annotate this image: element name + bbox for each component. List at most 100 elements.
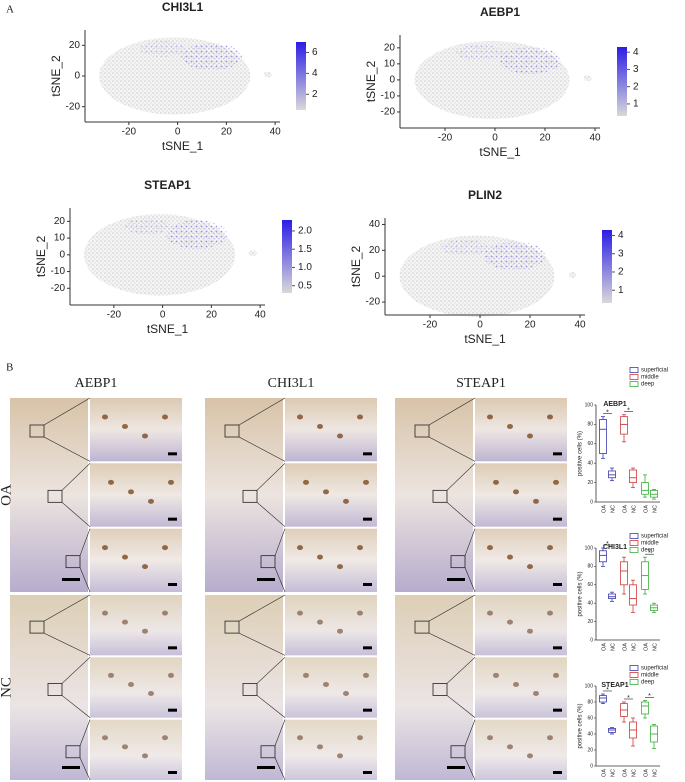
stained-cell — [297, 610, 303, 616]
stained-cell — [493, 479, 499, 485]
zoom-line — [256, 695, 286, 718]
x-tick-label: NC — [652, 769, 658, 777]
y-tick-label: 60 — [587, 441, 593, 447]
y-tick-label: 80 — [587, 699, 593, 705]
significance-label: * — [606, 409, 609, 416]
gene-title: CHI3L1 — [268, 376, 315, 391]
tissue-zoom — [285, 657, 377, 718]
stained-cell — [547, 610, 553, 616]
zoom-line — [464, 719, 476, 746]
scale-bar — [257, 578, 275, 581]
x-tick-label: 0 — [477, 320, 483, 331]
y-tick-label: -20 — [381, 107, 396, 118]
x-tick-label: 20 — [206, 310, 218, 321]
y-tick-label: 20 — [587, 619, 593, 625]
zoom-line — [43, 632, 91, 656]
x-tick-label: OA — [601, 505, 607, 513]
stained-cell — [122, 744, 128, 750]
stained-cell — [168, 479, 174, 485]
stained-cell — [162, 610, 168, 616]
stained-cell — [317, 554, 323, 560]
zoom-line — [274, 528, 286, 556]
zoom-line — [238, 436, 286, 462]
significance-label: * — [606, 541, 609, 548]
gene-title: STEAP1 — [456, 376, 506, 391]
legend-swatch — [629, 665, 639, 671]
tissue-image — [205, 398, 283, 592]
stained-cell — [162, 735, 168, 741]
stained-cell — [363, 479, 369, 485]
tissue-image — [395, 595, 473, 780]
stained-cell — [507, 744, 513, 750]
x-tick-label: NC — [631, 643, 637, 651]
zoom-line — [79, 719, 91, 746]
tissue-zoom — [285, 719, 377, 780]
stained-cell — [162, 414, 168, 420]
zoom-box — [450, 555, 466, 569]
legend-swatch — [629, 679, 639, 685]
legend-label: middle — [641, 375, 659, 381]
zoom-box — [65, 555, 81, 569]
tissue-image — [10, 398, 88, 592]
colorbar-tick-label: 3 — [618, 248, 624, 259]
zoom-line — [61, 463, 91, 491]
legend-swatch — [629, 533, 639, 539]
scale-bar — [447, 578, 465, 581]
zoom-line — [428, 594, 476, 622]
y-tick-label: 20 — [54, 216, 66, 227]
stained-cell — [553, 479, 559, 485]
stained-cell — [357, 414, 363, 420]
stained-cell — [547, 414, 553, 420]
zoom-line — [238, 632, 286, 656]
tissue-zoom — [90, 595, 182, 656]
zoom-box — [47, 683, 63, 696]
zoom-line — [464, 757, 476, 781]
stained-cell — [108, 672, 114, 678]
stained-cell — [297, 545, 303, 551]
colorbar-tick-label: 4 — [633, 47, 639, 58]
stained-cell — [337, 433, 343, 439]
scale-bar — [363, 517, 372, 521]
y-tick-label: 0 — [374, 271, 380, 282]
zoom-line — [256, 657, 286, 684]
legend-label: middle — [641, 541, 659, 547]
scale-bar — [62, 578, 80, 581]
zoom-line — [428, 397, 476, 426]
y-tick-label: 40 — [587, 601, 593, 607]
stained-cell — [168, 672, 174, 678]
stained-cell — [507, 554, 513, 560]
stained-cell — [122, 619, 128, 625]
scale-bar — [553, 708, 562, 712]
colorbar — [617, 47, 627, 116]
panel-label: B — [6, 362, 13, 374]
colorbar-tick-label: 0.5 — [298, 280, 312, 291]
x-tick-label: 40 — [270, 127, 282, 138]
scale-bar — [363, 452, 372, 456]
x-tick-label: 40 — [255, 310, 267, 321]
zoom-box — [242, 683, 258, 696]
stained-cell — [317, 744, 323, 750]
expression-patch — [181, 43, 242, 71]
cell-cluster — [568, 271, 577, 278]
stained-cell — [142, 753, 148, 759]
expression-patch — [124, 218, 171, 235]
tissue-zoom — [285, 595, 377, 656]
stained-cell — [513, 681, 519, 687]
tissue-zoom — [475, 719, 567, 780]
tissue-image — [395, 398, 473, 592]
y-tick-label: -20 — [366, 297, 381, 308]
stained-cell — [128, 489, 134, 495]
x-tick-label: NC — [610, 643, 616, 651]
scale-bar — [553, 517, 562, 521]
x-tick-label: NC — [652, 643, 658, 651]
expression-patch — [483, 241, 546, 271]
stained-cell — [493, 672, 499, 678]
zoom-box — [414, 424, 430, 438]
stained-cell — [343, 691, 349, 697]
stained-cell — [553, 672, 559, 678]
significance-label: * — [627, 695, 630, 702]
zoom-line — [43, 397, 91, 426]
scale-bar — [363, 646, 372, 650]
y-tick-label: -20 — [51, 283, 66, 294]
x-axis-label: tSNE_1 — [162, 139, 204, 153]
